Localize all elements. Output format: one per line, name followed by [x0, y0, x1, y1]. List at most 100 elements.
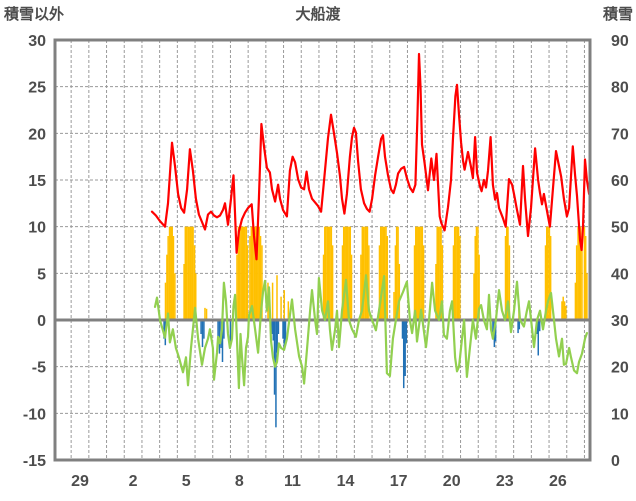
yellow-bars-bar — [394, 245, 397, 320]
yellow-bars-bar — [257, 226, 259, 320]
yellow-bars-bar — [191, 226, 193, 320]
yellow-bars-bar — [581, 236, 583, 320]
blue-bars-bar — [282, 320, 284, 339]
yellow-bars-bar — [413, 245, 416, 320]
yellow-bars-bar — [189, 226, 192, 320]
x-axis-tick-label: 20 — [443, 473, 461, 490]
yellow-bars-bar — [583, 226, 586, 320]
right-axis-tick-label: 20 — [611, 360, 629, 377]
yellow-bars-bar — [546, 226, 548, 320]
yellow-bars-bar — [246, 245, 249, 320]
blue-bars-bar — [221, 320, 224, 362]
right-axis-tick-label: 0 — [611, 453, 620, 470]
right-axis-title: 積雪 — [602, 6, 633, 23]
yellow-bars-bar — [436, 226, 438, 320]
chart-title: 大船渡 — [295, 6, 341, 23]
yellow-bars-bar — [382, 226, 385, 320]
yellow-bars-bar — [435, 264, 437, 320]
yellow-bars-bar — [255, 226, 258, 320]
left-axis-tick-label: -15 — [23, 453, 46, 470]
blue-bars-bar — [276, 320, 278, 353]
yellow-bars-bar — [379, 226, 382, 320]
blue-bars-bar — [203, 320, 205, 339]
yellow-bars-bar — [245, 226, 248, 320]
yellow-bars-bar — [360, 254, 362, 320]
yellow-bars-bar — [385, 226, 387, 320]
blue-bars-bar — [494, 320, 497, 342]
yellow-bars-bar — [237, 226, 240, 320]
yellow-bars-bar — [254, 226, 256, 320]
yellow-bars-bar — [397, 226, 399, 320]
x-axis-tick-label: 11 — [284, 473, 301, 490]
yellow-bars-bar — [393, 292, 395, 320]
yellow-bars-bar — [477, 226, 479, 320]
yellow-bars-bar — [439, 226, 441, 320]
yellow-bars-bar — [327, 226, 330, 320]
left-axis-tick-label: 30 — [28, 33, 46, 50]
blue-bars-bar — [283, 320, 286, 350]
yellow-bars-bar — [244, 226, 246, 320]
yellow-bars-bar — [251, 226, 254, 320]
yellow-bars-bar — [395, 226, 398, 320]
yellow-bars-bar — [271, 282, 274, 320]
left-axis-tick-label: -10 — [23, 406, 46, 423]
yellow-bars-bar — [416, 226, 418, 320]
x-axis-tick-label: 23 — [496, 473, 514, 490]
blue-bars-bar — [518, 320, 521, 330]
yellow-bars-bar — [261, 245, 263, 320]
left-axis-tick-labels: 30 25 20 15 10 5 0 -5 -10 -15 — [23, 33, 46, 470]
yellow-bars-bar — [544, 245, 547, 320]
yellow-bars-bar — [326, 226, 329, 320]
blue-bars-bar — [272, 320, 275, 341]
yellow-bars-bar — [187, 226, 189, 320]
blue-bars-bar — [275, 320, 277, 428]
yellow-bars-bar — [330, 226, 333, 320]
yellow-bars — [164, 226, 588, 320]
red-line — [150, 52, 591, 261]
yellow-bars-bar — [579, 226, 582, 320]
blue-bars-bar — [401, 320, 404, 339]
yellow-bars-bar — [506, 226, 508, 320]
yellow-bars-bar — [549, 236, 552, 320]
blue-bars-bar — [492, 320, 494, 334]
yellow-bars-bar — [342, 226, 345, 320]
yellow-bars-bar — [167, 236, 169, 320]
blue-bars-bar — [201, 320, 204, 348]
x-axis-tick-label: 14 — [337, 473, 355, 490]
right-axis-tick-label: 90 — [611, 33, 629, 50]
yellow-bars-bar — [441, 245, 444, 320]
right-axis-tick-label: 30 — [611, 313, 629, 330]
yellow-bars-bar — [378, 245, 381, 320]
yellow-bars-bar — [415, 226, 417, 320]
yellow-bars-bar — [350, 254, 353, 320]
yellow-bars-bar — [325, 226, 327, 320]
yellow-bars-bar — [368, 245, 370, 320]
yellow-bars-bar — [584, 236, 587, 320]
x-axis-tick-label: 5 — [182, 473, 191, 490]
yellow-bars-bar — [575, 245, 578, 320]
yellow-bars-bar — [344, 226, 346, 320]
yellow-bars-bar — [184, 226, 187, 320]
blue-bars-bar — [223, 320, 225, 339]
left-axis-tick-label: 0 — [37, 313, 46, 330]
right-axis-tick-label: 80 — [611, 80, 629, 97]
yellow-bars-bar — [168, 226, 171, 320]
yellow-bars-bar — [174, 273, 176, 320]
yellow-bars-bar — [420, 226, 422, 320]
blue-bars-bar — [217, 320, 219, 344]
yellow-bars-bar — [204, 307, 206, 320]
yellow-bars-bar — [418, 226, 421, 320]
yellow-bars-bar — [250, 226, 253, 320]
yellow-bars-bar — [341, 245, 344, 320]
plot-frame — [53, 38, 592, 462]
yellow-bars-bar — [457, 226, 460, 320]
yellow-bars-bar — [361, 226, 364, 320]
yellow-bars-bar — [578, 226, 581, 320]
yellow-bars-bar — [276, 275, 278, 320]
yellow-bars-bar — [365, 226, 367, 320]
yellow-bars-bar — [172, 236, 175, 320]
yellow-bars-bar — [362, 226, 365, 320]
yellow-bars-bar — [561, 301, 563, 320]
